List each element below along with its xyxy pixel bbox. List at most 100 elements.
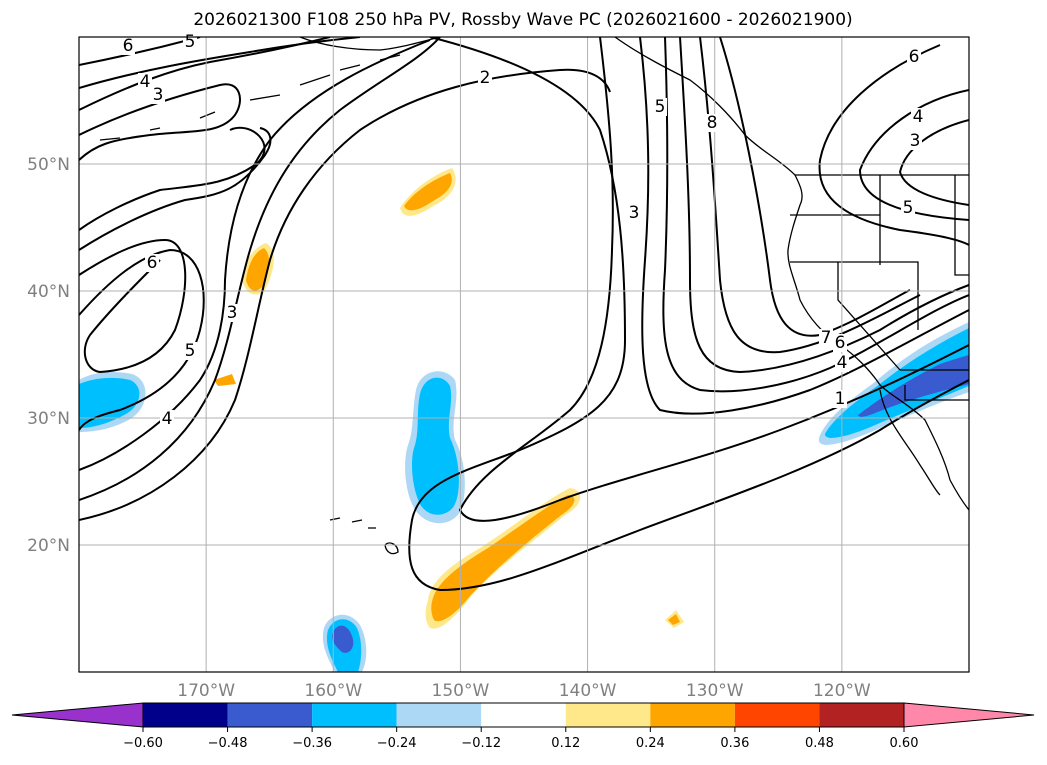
contour-label: 6 — [123, 36, 134, 56]
contour-label: 5 — [903, 198, 914, 218]
colorbar-tick-label: 0.60 — [890, 736, 919, 751]
aleutian-islands — [99, 54, 401, 141]
contour-label: 6 — [835, 333, 846, 353]
pv-contour-line — [662, 37, 969, 393]
lat-tick-label: 50°N — [27, 155, 70, 175]
contour-label: 8 — [707, 113, 718, 133]
contour-label-knockout — [907, 48, 921, 66]
colorbar-over-extension — [903, 702, 1035, 728]
pv-contour-line — [898, 119, 969, 206]
colorbar-tick-label: 0.36 — [720, 736, 749, 751]
map-frame — [78, 36, 970, 673]
contour-label-knockout — [145, 254, 159, 272]
hawaiian-islands — [329, 517, 399, 555]
coastlines — [99, 37, 969, 555]
contour-label: 3 — [629, 203, 640, 223]
colorbar-tick-label: −0.48 — [208, 736, 248, 751]
alaska-coast — [299, 37, 441, 51]
contour-label: 4 — [913, 107, 924, 127]
graticule — [79, 37, 969, 672]
colorbar-tick-label: 0.48 — [805, 736, 834, 751]
colorbar-bin — [312, 703, 397, 727]
contour-label: 3 — [153, 85, 164, 105]
pv-anomaly-shading — [79, 168, 969, 672]
colorbar-tick-label: 0.24 — [636, 736, 665, 751]
contour-label-knockout — [901, 199, 915, 217]
state-border — [790, 261, 919, 330]
colorbar-bin — [227, 703, 313, 727]
colorbar-bin — [396, 703, 482, 727]
lon-tick-label: 170°W — [177, 681, 235, 701]
contour-label: 3 — [910, 131, 921, 151]
pv-contour-line — [79, 238, 187, 374]
colorbar-tick-label: −0.12 — [461, 736, 501, 751]
contour-label: 2 — [480, 68, 491, 88]
pv-contour-line — [79, 68, 611, 521]
contour-label: 4 — [837, 353, 848, 373]
positive-anomaly-region — [404, 173, 452, 211]
colorbar-bin — [819, 703, 904, 727]
colorbar-bin — [734, 703, 820, 727]
lat-tick-label: 30°N — [27, 409, 70, 429]
positive-anomaly-region — [668, 614, 680, 625]
lon-tick-label: 160°W — [304, 681, 362, 701]
pv-contour-line — [79, 37, 441, 501]
contour-label: 7 — [821, 328, 832, 348]
positive-anomaly-region — [431, 495, 575, 622]
pv-contour-line — [639, 37, 969, 415]
contour-label-knockout — [160, 410, 174, 428]
contour-label-knockout — [911, 108, 925, 126]
pv-contour-line — [79, 126, 266, 231]
colorbar-outline — [142, 702, 905, 728]
lat-tick-label: 20°N — [27, 536, 70, 556]
longitude-labels: 170°W 160°W 150°W 140°W 130°W 120°W — [177, 681, 871, 701]
latitude-labels: 20°N 30°N 40°N 50°N — [27, 155, 70, 556]
contour-label-knockout — [653, 98, 667, 116]
negative-anomaly-region — [825, 328, 969, 438]
plot-title: 2026021300 F108 250 hPa PV, Rossby Wave … — [193, 10, 852, 30]
contour-label-knockout — [151, 86, 165, 104]
contour-label-knockout — [908, 132, 922, 150]
north-america-coastline — [614, 37, 969, 511]
lon-tick-label: 140°W — [559, 681, 617, 701]
lon-tick-label: 130°W — [686, 681, 744, 701]
colorbar: −0.60 −0.48 −0.36 −0.24 −0.12 0.12 0.24 0.36 0.4… — [11, 702, 1035, 751]
pv-contour-line — [699, 37, 921, 354]
contour-label-knockout — [833, 334, 847, 352]
lat-tick-label: 40°N — [27, 282, 70, 302]
negative-anomaly-region — [332, 625, 354, 653]
positive-anomaly-region — [214, 374, 236, 386]
colorbar-bin — [143, 703, 228, 727]
colorbar-tick-label: −0.36 — [292, 736, 332, 751]
contour-label-knockout — [138, 73, 152, 91]
lon-tick-label: 120°W — [813, 681, 871, 701]
colorbar-tick-label: −0.60 — [123, 736, 163, 751]
negative-anomaly-region — [79, 377, 140, 428]
contour-label-knockout — [225, 304, 239, 322]
pv-contour-line — [719, 37, 911, 337]
pv-contour-line — [818, 44, 969, 246]
colorbar-bin — [650, 703, 735, 727]
contour-label-knockout — [478, 69, 492, 87]
contour-label: 5 — [185, 341, 196, 361]
colorbar-tick-label: 0.12 — [551, 736, 580, 751]
contour-label-knockout — [705, 114, 719, 132]
contour-label-knockout — [819, 329, 833, 347]
contour-label: 5 — [185, 32, 196, 52]
state-border — [954, 175, 969, 276]
pv-contour-line — [408, 37, 969, 592]
colorbar-under-extension — [11, 702, 144, 728]
contour-label: 6 — [909, 47, 920, 67]
baja-california — [879, 389, 941, 496]
contour-label-knockout — [833, 390, 847, 408]
positive-anomaly-region — [246, 248, 270, 291]
colorbar-bin — [565, 703, 651, 727]
pv-contour-line — [79, 37, 361, 89]
contour-label: 1 — [835, 389, 846, 409]
contour-label-knockout — [835, 354, 849, 372]
state-border — [837, 262, 901, 371]
colorbar-bin — [481, 703, 566, 727]
lon-tick-label: 150°W — [432, 681, 490, 701]
